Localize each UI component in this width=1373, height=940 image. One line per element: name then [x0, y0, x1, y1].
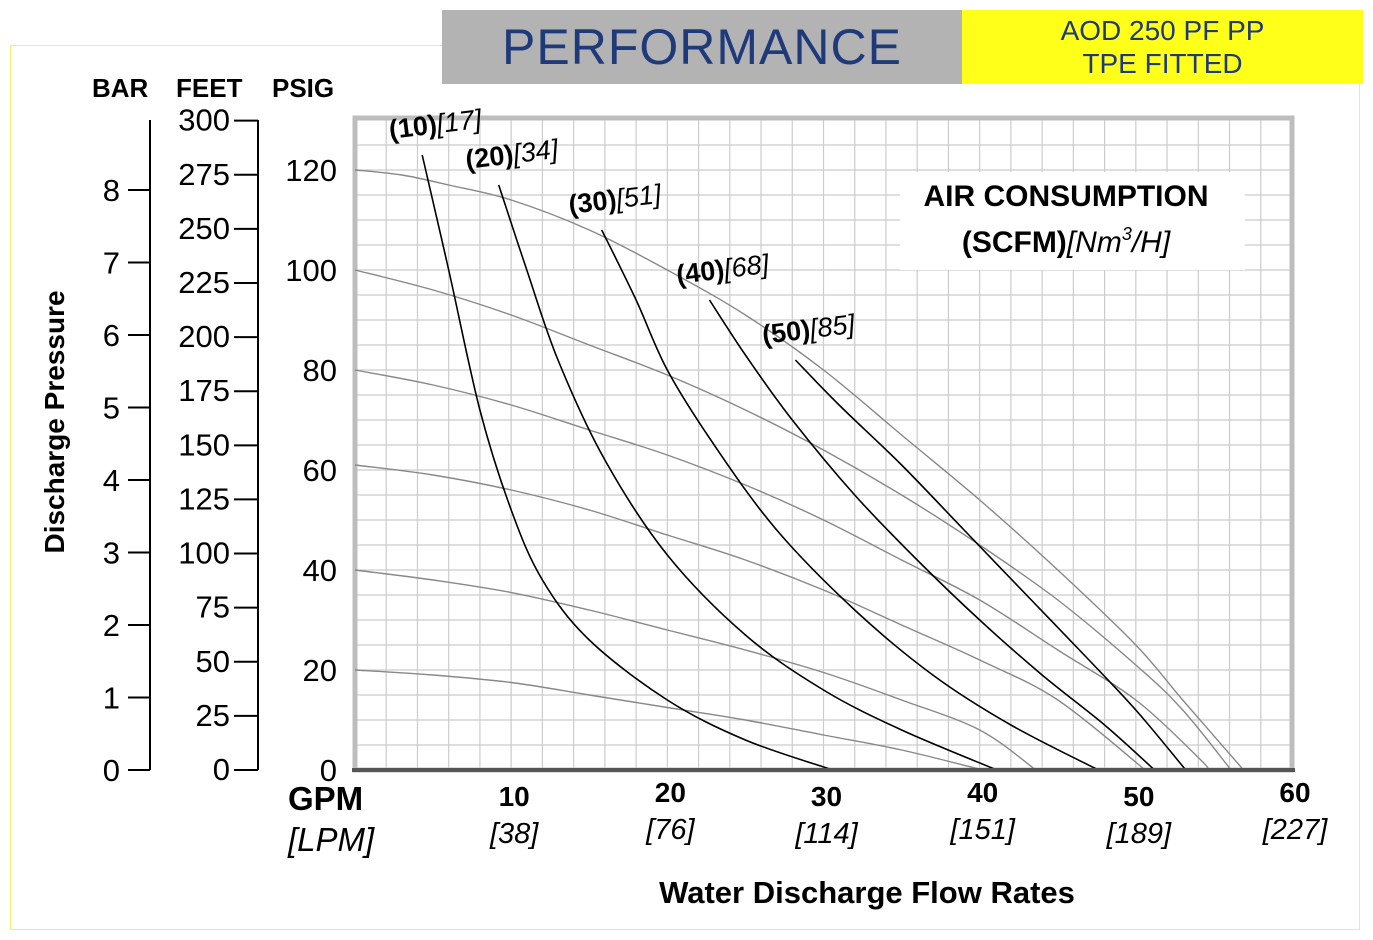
page-title: PERFORMANCE	[502, 19, 902, 75]
system-curves	[354, 169, 1245, 771]
annotation-line2: (SCFM)[Nm3/H]	[962, 224, 1171, 259]
air-consumption-curves	[421, 154, 1187, 771]
bar-tick-label: 0	[103, 753, 120, 788]
bar-tick-label: 6	[103, 318, 120, 353]
feet-tick-label: 50	[196, 644, 230, 679]
air-curve-label: (40)[68]	[675, 249, 773, 290]
feet-tick-label: 200	[178, 319, 230, 354]
air-curve-label: (10)[17]	[387, 104, 485, 145]
model-name: AOD 250 PF PP	[1060, 15, 1265, 46]
model-fitting: TPE FITTED	[1082, 48, 1243, 79]
air-curve-scfm: (50)	[760, 314, 811, 350]
system-curve	[354, 569, 1037, 771]
air-curve-nm3h: [68]	[721, 249, 772, 285]
system-curve	[354, 269, 1232, 771]
bar-tick-label: 4	[103, 463, 120, 498]
system-curve	[354, 669, 983, 771]
x-tick-label: 40	[967, 777, 998, 808]
feet-tick-label: 100	[178, 536, 230, 571]
air-consumption-curve	[708, 299, 1156, 771]
bar-tick-label: 1	[103, 681, 120, 716]
psig-axis-header: PSIG	[272, 73, 334, 103]
feet-tick-label: 125	[178, 481, 230, 516]
psig-tick-label: 60	[303, 453, 337, 488]
feet-tick-label: 0	[213, 752, 230, 787]
bar-tick-label: 2	[103, 608, 120, 643]
annotation-line1: AIR CONSUMPTION	[924, 180, 1209, 213]
psig-tick-label: 80	[303, 353, 337, 388]
feet-axis-header: FEET	[176, 73, 243, 103]
bar-tick-label: 3	[103, 536, 120, 571]
feet-tick-label: 150	[178, 427, 230, 462]
feet-tick-label: 75	[196, 590, 230, 625]
x-tick-label: 10	[499, 781, 530, 812]
feet-tick-label: 225	[178, 265, 230, 300]
feet-axis: 0 25 50 75 100 125 150 175 200 225 250 275 300	[178, 103, 259, 787]
title-banner: PERFORMANCE	[442, 10, 962, 84]
model-banner: AOD 250 PF PP TPE FITTED	[962, 10, 1363, 84]
air-consumption-curve	[794, 359, 1187, 771]
air-curve-nm3h: [34]	[510, 134, 561, 170]
system-curve	[354, 169, 1245, 771]
x-tick-alt-label: [189]	[1106, 818, 1172, 850]
x-tick-alt-label: [38]	[489, 818, 539, 850]
bar-axis-header: BAR	[92, 73, 149, 103]
system-curve	[354, 464, 1146, 771]
air-curve-scfm: (40)	[675, 254, 726, 290]
air-curve-label: (30)[51]	[567, 179, 665, 220]
feet-tick-label: 275	[178, 157, 230, 192]
air-curve-scfm: (20)	[464, 139, 515, 175]
bar-tick-label: 7	[103, 246, 120, 281]
x-tick-labels: 10 [38] 20 [76] 30 [114] 40 [151] 50 [189] 60 [227]	[489, 777, 1328, 850]
psig-tick-labels: 0 20 40 60 80 100 120	[285, 153, 337, 788]
psig-tick-label: 0	[320, 753, 337, 788]
x-tick-alt-label: [151]	[949, 814, 1015, 846]
air-consumption-annotation: AIR CONSUMPTION (SCFM)[Nm3/H]	[900, 172, 1245, 270]
curve-labels: (10)[17](20)[34](30)[51](40)[68](50)[85]	[387, 104, 858, 350]
air-curve-scfm: (30)	[567, 184, 618, 220]
feet-tick-label: 25	[196, 698, 230, 733]
air-curve-nm3h: [85]	[807, 309, 858, 345]
x-unit-label: GPM	[288, 780, 363, 817]
x-tick-label: 50	[1123, 781, 1154, 812]
air-curve-nm3h: [51]	[613, 179, 664, 215]
psig-tick-label: 120	[285, 153, 337, 188]
x-axis-title: Water Discharge Flow Rates	[659, 875, 1075, 910]
air-consumption-curve	[421, 154, 834, 771]
x-tick-alt-label: [227]	[1262, 814, 1328, 846]
air-curve-label: (20)[34]	[464, 134, 562, 175]
air-curve-nm3h: [17]	[434, 104, 485, 140]
air-curve-scfm: (10)	[387, 109, 438, 145]
bar-axis: 0 1 2 3 4 5 6 7 8	[103, 120, 151, 788]
x-tick-label: 20	[655, 777, 686, 808]
x-tick-label: 30	[811, 781, 842, 812]
air-consumption-curve	[497, 184, 998, 771]
x-tick-label: 60	[1279, 777, 1310, 808]
feet-tick-label: 250	[178, 211, 230, 246]
feet-tick-label: 300	[178, 103, 230, 138]
x-tick-alt-label: [76]	[645, 814, 695, 846]
x-tick-alt-label: [114]	[794, 818, 858, 850]
system-curve	[354, 369, 1210, 771]
feet-tick-label: 175	[178, 373, 230, 408]
y-axis-title: Discharge Pressure	[39, 290, 70, 553]
bar-tick-label: 8	[103, 173, 120, 208]
psig-tick-label: 20	[303, 653, 337, 688]
psig-tick-label: 40	[303, 553, 337, 588]
bar-tick-label: 5	[103, 391, 120, 426]
air-consumption-curve	[600, 229, 1099, 771]
air-curve-label: (50)[85]	[760, 309, 858, 350]
psig-tick-label: 100	[285, 253, 337, 288]
x-unit-alt-label: [LPM]	[287, 821, 375, 858]
